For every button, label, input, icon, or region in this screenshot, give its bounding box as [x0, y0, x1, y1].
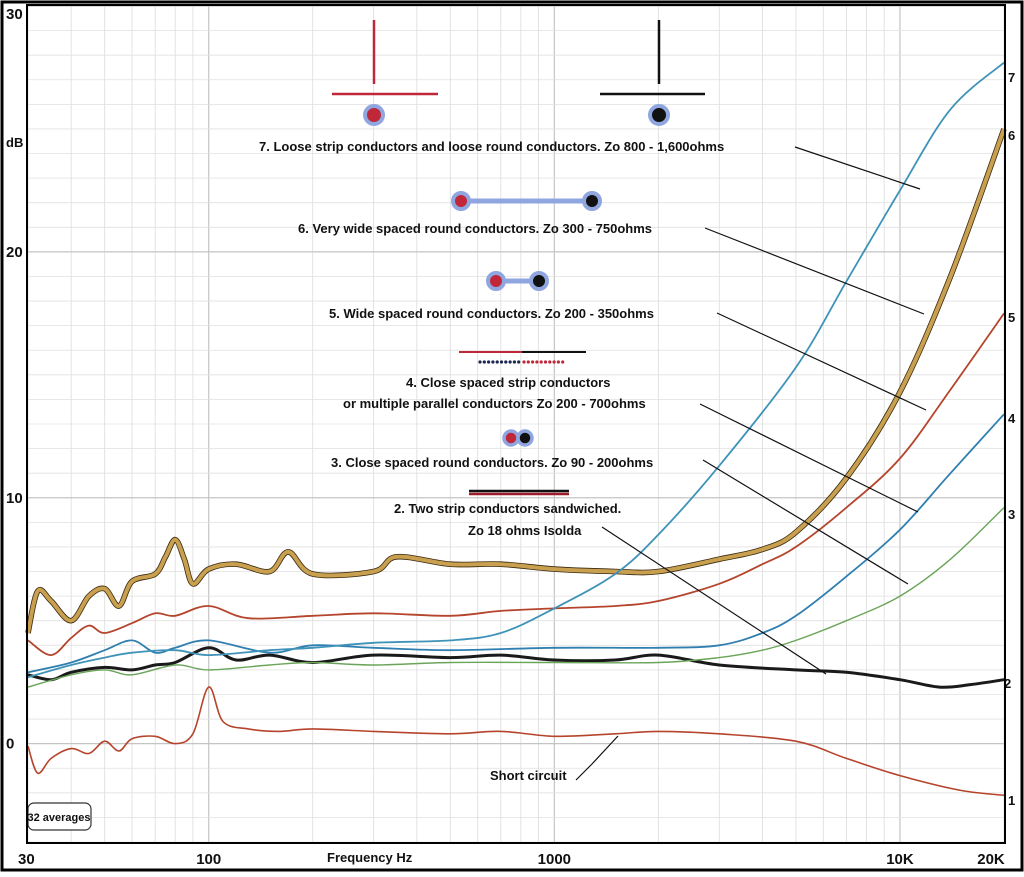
diagram-4-red-dot	[522, 360, 526, 364]
diagram-4-red-dot	[535, 360, 539, 364]
diagram-5-red-conductor	[486, 271, 506, 291]
x-tick-label: 30	[18, 851, 35, 868]
leader-line-2	[601, 526, 827, 675]
diagram-5-black-conductor	[529, 271, 549, 291]
annotation-2-line1: 2. Two strip conductors sandwiched.	[394, 501, 621, 516]
diagram-4-red-dot	[561, 360, 565, 364]
diagram-4-dark-dot	[487, 360, 491, 364]
y-tick-label: 0	[6, 736, 14, 753]
annotation-7: 7. Loose strip conductors and loose roun…	[259, 139, 724, 154]
diagram-3-red-conductor	[502, 429, 520, 447]
curve-label-5: 5	[1008, 310, 1015, 325]
leader-line-short-circuit	[575, 735, 619, 781]
series-7-line	[27, 61, 1005, 679]
diagram-4-dark-dot	[508, 360, 512, 364]
diagram-4-dark-dot	[478, 360, 482, 364]
curve-labels: 7 6 5 4 3 2 1	[1004, 70, 1016, 808]
averages-badge-text: 32 averages	[28, 812, 91, 824]
diagram-4-red-dot	[539, 360, 543, 364]
series-2-line	[27, 646, 1005, 689]
diagram-6-red-conductor	[451, 191, 471, 211]
annotations: 7. Loose strip conductors and loose roun…	[259, 139, 724, 783]
diagram-4-red-dot	[552, 360, 556, 364]
diagram-4-dark-dot	[499, 360, 504, 364]
y-tick-label: 20	[6, 244, 23, 261]
diagram-4-parallel-conductors	[478, 360, 565, 364]
series-4-line	[27, 413, 1005, 674]
diagram-4-dark-dot	[491, 360, 495, 364]
x-axis-label: Frequency Hz	[327, 850, 413, 865]
series-6-line	[26, 128, 1006, 634]
x-tick-label: 20K	[977, 851, 1005, 868]
y-tick-label: 30	[6, 6, 23, 23]
curve-label-1: 1	[1008, 793, 1015, 808]
leader-line-6	[704, 227, 925, 315]
curves	[25, 61, 1007, 797]
annotation-5: 5. Wide spaced round conductors. Zo 200 …	[329, 306, 654, 321]
series-3-line	[27, 507, 1005, 688]
curve-label-2: 2	[1004, 676, 1011, 691]
leader-line-7	[794, 146, 921, 190]
leader-line-5	[716, 312, 927, 411]
diagram-7-black-conductor	[648, 104, 670, 126]
leader-line-3	[702, 459, 909, 585]
diagram-3-black-conductor	[516, 429, 534, 447]
diagram-4-dark-dot	[482, 360, 486, 364]
diagram-4-dark-dot	[517, 360, 521, 364]
x-tick-label: 1000	[538, 851, 571, 868]
diagram-4-red-dot	[556, 360, 561, 364]
x-tick-label: 10K	[886, 851, 914, 868]
annotation-4-line2: or multiple parallel conductors Zo 200 -…	[343, 396, 646, 411]
diagram-4-dark-dot	[512, 360, 517, 364]
diagram-6-black-conductor	[582, 191, 602, 211]
series-1-line	[27, 686, 1005, 797]
leader-line-4	[699, 403, 919, 513]
diagram-4-red-dot	[548, 360, 552, 364]
annotation-3: 3. Close spaced round conductors. Zo 90 …	[331, 455, 653, 470]
diagram-4-red-dot	[526, 360, 530, 364]
diagram-4-red-dot	[543, 360, 548, 364]
grid	[27, 5, 1005, 843]
y-axis-label: dB	[6, 135, 23, 150]
y-tick-label: 10	[6, 490, 23, 507]
curve-label-4: 4	[1008, 411, 1016, 426]
annotation-2-line2: Zo 18 ohms Isolda	[468, 523, 582, 538]
plot-frame	[26, 4, 1006, 844]
averages-badge: 32 averages	[27, 802, 92, 831]
diagram-7-red-conductor	[363, 104, 385, 126]
diagram-4-dark-dot	[495, 360, 499, 364]
x-tick-label: 100	[196, 851, 221, 868]
conductor-diagrams	[332, 20, 705, 496]
annotation-6: 6. Very wide spaced round conductors. Zo…	[298, 221, 652, 236]
curve-label-6: 6	[1008, 128, 1015, 143]
curve-label-7: 7	[1008, 70, 1015, 85]
curve-label-3: 3	[1008, 507, 1015, 522]
leader-lines	[575, 146, 927, 781]
series-5-line	[27, 312, 1005, 656]
annotation-short-circuit: Short circuit	[490, 768, 567, 783]
diagram-4-dark-dot	[504, 360, 508, 364]
annotation-4-line1: 4. Close spaced strip conductors	[406, 375, 610, 390]
diagram-4-red-dot	[531, 360, 535, 364]
